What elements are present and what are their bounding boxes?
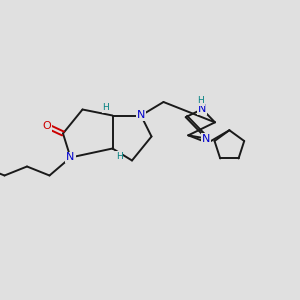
Text: O: O: [42, 121, 51, 131]
Text: N: N: [137, 110, 145, 121]
Text: H: H: [116, 152, 122, 161]
Text: H: H: [197, 96, 204, 105]
Text: N: N: [202, 134, 211, 143]
Text: N: N: [198, 104, 206, 114]
Text: H: H: [103, 103, 109, 112]
Text: N: N: [66, 152, 75, 163]
